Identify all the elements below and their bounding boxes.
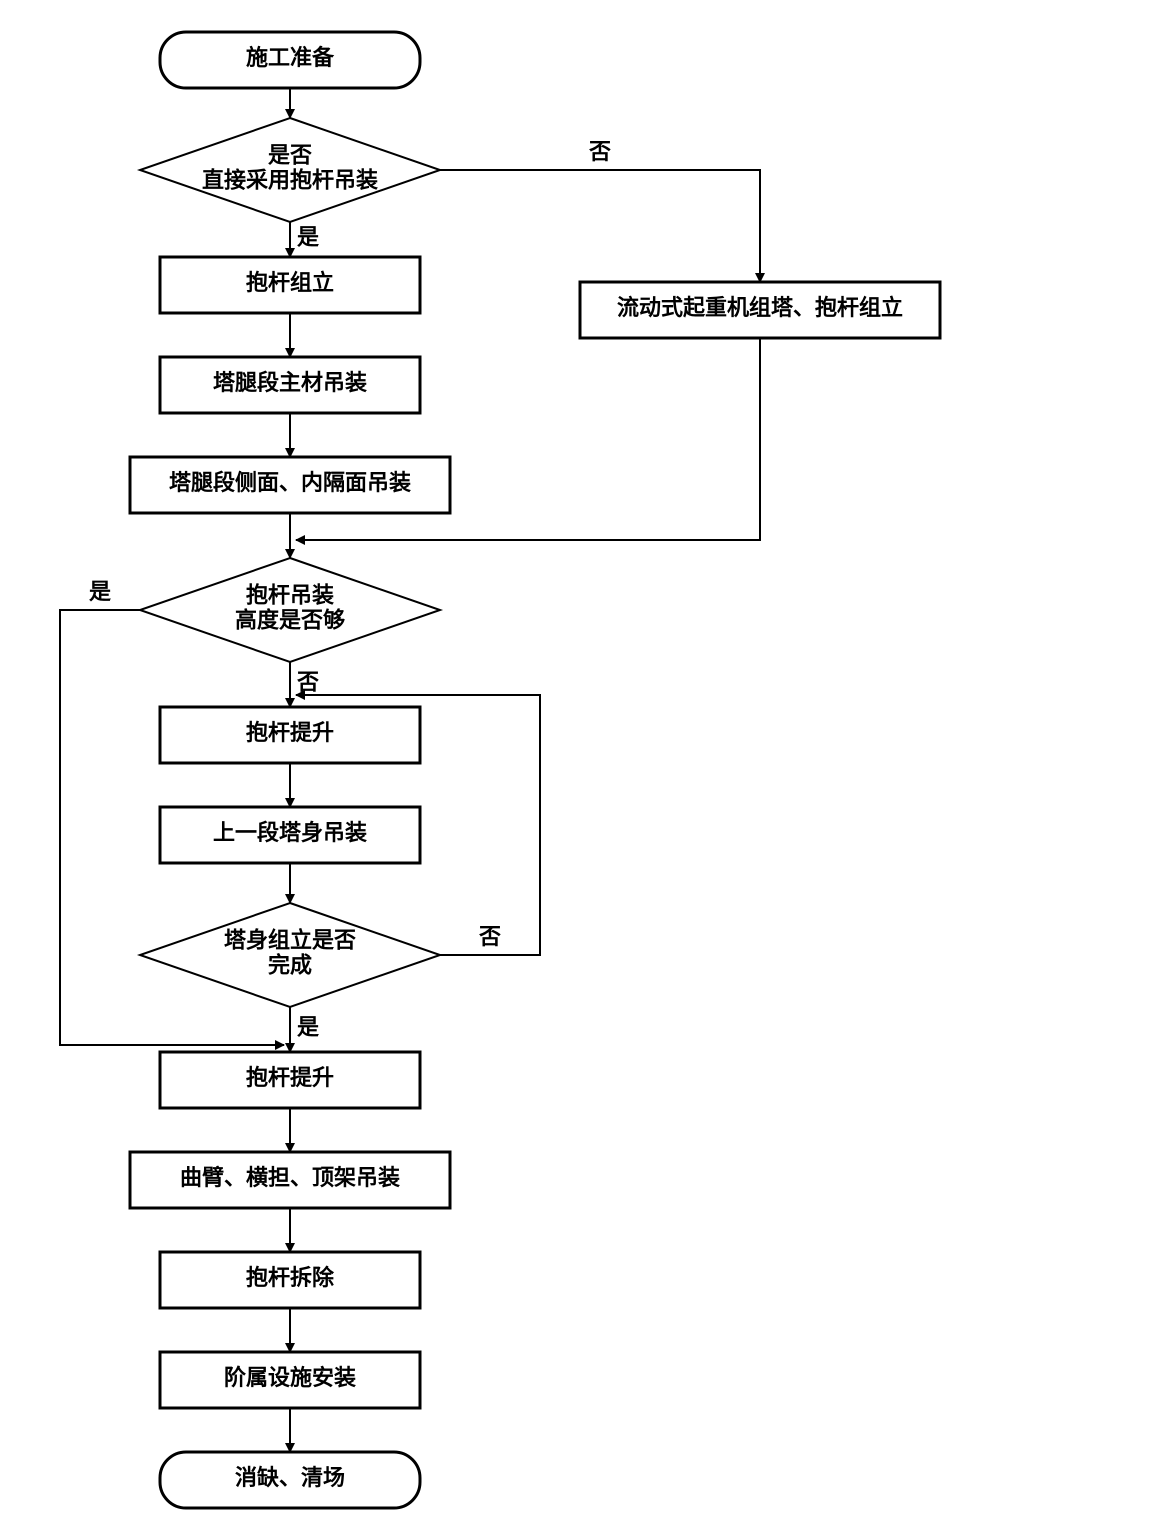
label-p7-0: 曲臂、横担、顶架吊装	[180, 1165, 400, 1190]
edge	[440, 170, 760, 282]
label-start-0: 施工准备	[246, 45, 335, 70]
label-p9-0: 阶属设施安装	[224, 1365, 356, 1390]
label-p_alt-0: 流动式起重机组塔、抱杆组立	[617, 295, 903, 320]
label-p1-0: 抱杆组立	[246, 270, 334, 295]
label-p5-0: 上一段塔身吊装	[213, 820, 367, 845]
flowchart-canvas: 施工准备是否直接采用抱杆吊装抱杆组立流动式起重机组塔、抱杆组立塔腿段主材吊装塔腿…	[0, 0, 1156, 1514]
branch-label: 是	[297, 1015, 319, 1040]
label-p3-0: 塔腿段侧面、内隔面吊装	[169, 470, 411, 495]
label-p8-0: 抱杆拆除	[246, 1265, 335, 1290]
label-d1-0: 是否	[268, 142, 312, 167]
label-p6-0: 抱杆提升	[246, 1065, 334, 1090]
branch-label: 是	[89, 579, 111, 604]
label-p4-0: 抱杆提升	[246, 720, 334, 745]
label-d2-0: 抱杆吊装	[246, 582, 334, 607]
branch-label: 是	[297, 225, 319, 250]
label-d2-1: 高度是否够	[235, 608, 345, 633]
branch-label: 否	[588, 139, 611, 164]
branch-label: 否	[478, 924, 501, 949]
label-d3-0: 塔身组立是否	[224, 927, 356, 952]
branch-label: 否	[296, 670, 319, 695]
label-d3-1: 完成	[268, 953, 312, 978]
label-end-0: 消缺、清场	[235, 1465, 345, 1490]
label-d1-1: 直接采用抱杆吊装	[202, 168, 378, 193]
label-p2-0: 塔腿段主材吊装	[213, 370, 367, 395]
